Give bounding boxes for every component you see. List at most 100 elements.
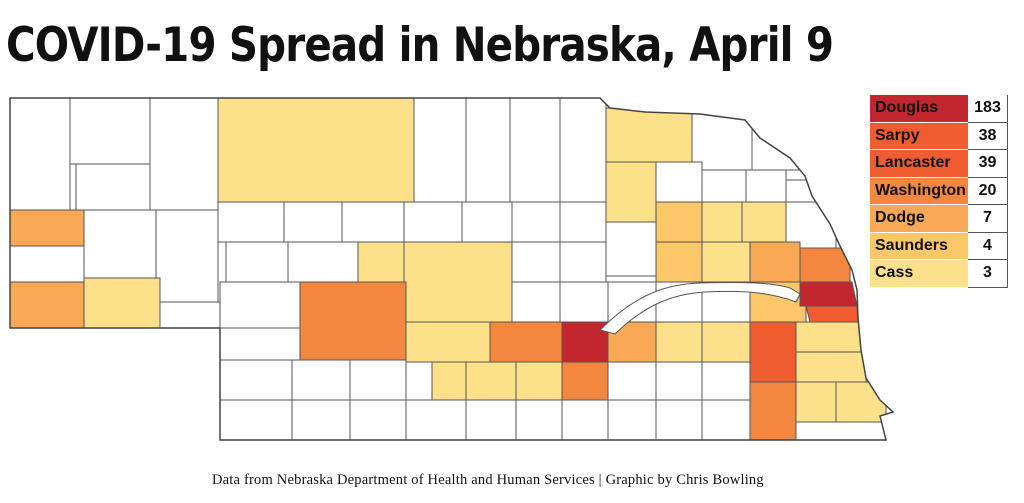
legend-count: 39 bbox=[968, 150, 1008, 178]
legend-row: Dodge 7 bbox=[870, 205, 1008, 233]
county bbox=[799, 247, 851, 283]
county bbox=[795, 351, 867, 383]
county bbox=[405, 321, 491, 363]
legend-row: Washington 20 bbox=[870, 177, 1008, 205]
legend-name: Dodge bbox=[870, 205, 968, 233]
county bbox=[511, 241, 561, 283]
source-credit: Data from Nebraska Department of Health … bbox=[212, 472, 764, 488]
legend-name: Cass bbox=[870, 260, 968, 288]
county bbox=[287, 241, 359, 283]
county bbox=[701, 321, 751, 363]
county bbox=[785, 179, 827, 203]
county bbox=[349, 399, 407, 440]
county bbox=[83, 277, 161, 329]
legend-row: Sarpy 38 bbox=[870, 122, 1008, 150]
legend-name: Lancaster bbox=[870, 150, 968, 178]
county bbox=[217, 201, 285, 243]
county bbox=[431, 361, 467, 401]
county bbox=[701, 241, 751, 283]
county bbox=[155, 209, 219, 303]
county bbox=[559, 201, 607, 243]
county bbox=[75, 163, 151, 211]
county bbox=[701, 201, 743, 243]
county bbox=[357, 241, 405, 283]
legend-count: 38 bbox=[968, 122, 1008, 150]
county bbox=[785, 201, 837, 249]
county bbox=[655, 241, 703, 283]
county bbox=[605, 107, 693, 163]
legend-row: Douglas 183 bbox=[870, 95, 1008, 123]
county bbox=[219, 399, 293, 440]
county bbox=[655, 361, 703, 401]
county bbox=[605, 161, 657, 223]
county bbox=[341, 201, 405, 243]
county bbox=[159, 301, 221, 329]
county bbox=[405, 399, 467, 440]
county bbox=[655, 161, 703, 203]
counties-layer bbox=[10, 98, 893, 440]
county bbox=[10, 281, 85, 329]
county bbox=[745, 169, 787, 203]
legend-name: Washington bbox=[870, 177, 968, 205]
legend-row: Lancaster 39 bbox=[870, 150, 1008, 178]
county bbox=[403, 241, 513, 323]
legend-row: Cass 3 bbox=[870, 260, 1008, 288]
legend-count: 3 bbox=[968, 260, 1008, 288]
legend-name: Douglas bbox=[870, 95, 968, 123]
county bbox=[405, 361, 433, 401]
county bbox=[413, 98, 467, 203]
county bbox=[511, 201, 561, 243]
county bbox=[559, 98, 607, 203]
county bbox=[515, 361, 563, 401]
county bbox=[10, 245, 85, 283]
county bbox=[83, 209, 157, 279]
legend: Douglas 183 Sarpy 38 Lancaster 39 Washin… bbox=[870, 95, 1008, 288]
county bbox=[225, 241, 289, 283]
county bbox=[701, 169, 747, 203]
page-title: COVID-19 Spread in Nebraska, April 9 bbox=[6, 18, 834, 73]
legend-name: Saunders bbox=[870, 232, 968, 260]
legend-count: 4 bbox=[968, 232, 1008, 260]
county bbox=[10, 209, 85, 247]
county bbox=[515, 399, 563, 440]
county bbox=[607, 361, 657, 401]
county-douglas bbox=[799, 281, 858, 307]
county bbox=[219, 281, 301, 329]
county-sarpy bbox=[805, 305, 859, 323]
county bbox=[509, 98, 561, 203]
county bbox=[283, 201, 343, 243]
county bbox=[795, 321, 867, 353]
county bbox=[349, 359, 407, 401]
county bbox=[559, 281, 609, 323]
legend-count: 183 bbox=[968, 95, 1008, 123]
legend-count: 20 bbox=[968, 177, 1008, 205]
county bbox=[749, 381, 797, 440]
county bbox=[751, 119, 813, 171]
legend-row: Saunders 4 bbox=[870, 232, 1008, 260]
platte-river bbox=[599, 282, 801, 335]
county bbox=[655, 321, 703, 363]
county bbox=[835, 381, 887, 423]
county bbox=[561, 321, 609, 363]
county bbox=[741, 201, 787, 243]
county bbox=[461, 201, 513, 243]
county bbox=[701, 399, 751, 440]
county bbox=[559, 241, 607, 283]
county bbox=[511, 281, 561, 323]
county bbox=[795, 421, 887, 440]
nebraska-outline bbox=[9, 97, 895, 441]
county bbox=[69, 98, 151, 165]
county bbox=[795, 381, 837, 423]
legend-count: 7 bbox=[968, 205, 1008, 233]
county bbox=[561, 361, 609, 401]
county bbox=[561, 399, 609, 440]
county bbox=[749, 241, 801, 283]
county bbox=[403, 201, 463, 243]
county bbox=[489, 321, 563, 363]
county bbox=[465, 399, 517, 440]
legend-name: Sarpy bbox=[870, 122, 968, 150]
county bbox=[149, 98, 219, 211]
county bbox=[219, 359, 293, 401]
county bbox=[299, 281, 407, 361]
